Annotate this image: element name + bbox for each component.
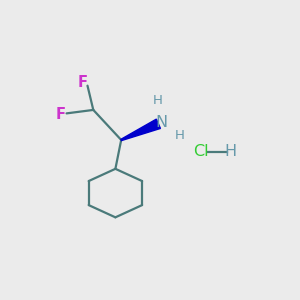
Text: F: F — [78, 75, 88, 90]
Text: F: F — [56, 107, 66, 122]
Text: H: H — [224, 144, 236, 159]
Text: Cl: Cl — [194, 144, 209, 159]
Text: H: H — [174, 129, 184, 142]
Text: N: N — [156, 115, 168, 130]
Polygon shape — [121, 119, 160, 141]
Text: H: H — [152, 94, 162, 107]
